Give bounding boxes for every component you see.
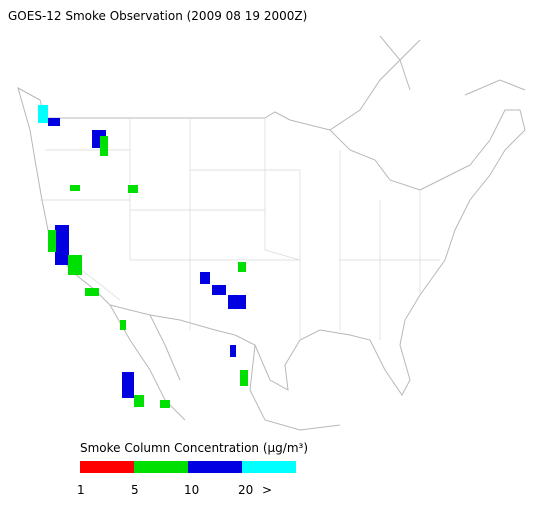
legend-tick-label: 1 [77, 483, 85, 497]
legend-tick-label: 20 [238, 483, 253, 497]
smoke-plumes [38, 105, 248, 408]
color-bar [80, 461, 296, 473]
color-segment [134, 461, 188, 473]
basemap [17, 35, 526, 431]
legend-tick-label: 10 [184, 483, 199, 497]
legend-title: Smoke Column Concentration (μg/m³) [80, 441, 308, 455]
color-segment [188, 461, 242, 473]
legend-tick-label: 5 [131, 483, 139, 497]
legend-tick-label: > [262, 483, 272, 497]
color-segment [242, 461, 296, 473]
color-segment [80, 461, 134, 473]
map-title: GOES-12 Smoke Observation (2009 08 19 20… [8, 9, 307, 23]
